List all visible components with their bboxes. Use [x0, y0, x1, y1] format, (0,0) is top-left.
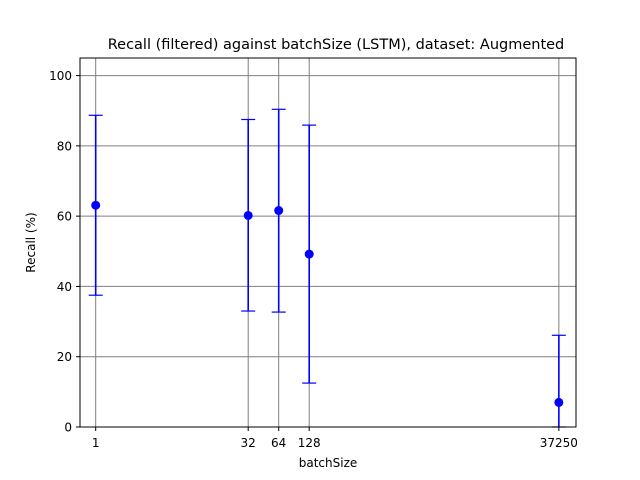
- y-tick-label: 40: [57, 280, 72, 294]
- data-point: [554, 397, 564, 407]
- x-tick-label: 64: [271, 436, 286, 450]
- y-tick-label: 100: [49, 69, 72, 83]
- x-tick-label: 32: [241, 436, 256, 450]
- data-point: [91, 200, 101, 210]
- y-axis-label: Recall (%): [24, 212, 38, 272]
- plot-frame: [79, 57, 577, 428]
- y-tick-label: 20: [57, 350, 72, 364]
- data-point: [304, 249, 314, 259]
- chart-title: Recall (filtered) against batchSize (LST…: [108, 37, 565, 53]
- grid-layer: [80, 58, 576, 428]
- data-point: [243, 210, 253, 220]
- x-axis-label: batchSize: [299, 456, 358, 470]
- y-tick-label: 0: [64, 421, 72, 435]
- tick-layer: 1 32 64 128 37250 0 20 40 60 80 100: [49, 69, 578, 450]
- x-tick-label: 37250: [540, 436, 578, 450]
- data-layer: [88, 108, 566, 428]
- data-point: [274, 206, 284, 216]
- x-tick-label: 1: [92, 436, 100, 450]
- x-tick-label: 128: [298, 436, 321, 450]
- y-tick-label: 60: [57, 210, 72, 224]
- y-tick-label: 80: [57, 139, 72, 153]
